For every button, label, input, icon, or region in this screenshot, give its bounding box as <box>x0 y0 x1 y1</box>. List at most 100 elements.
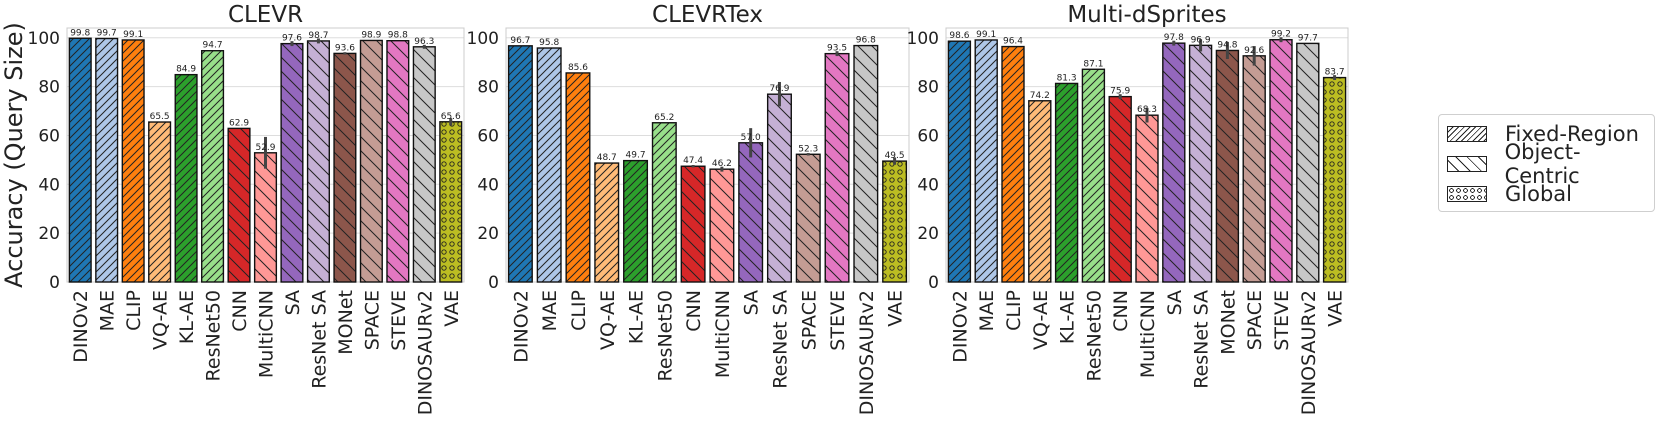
x-tick-label: SA <box>741 290 763 315</box>
bar-hatch-dinov2 <box>68 37 92 283</box>
data-label: 95.8 <box>539 38 559 48</box>
data-label: 99.2 <box>1271 30 1291 40</box>
x-tick-label: STEVE <box>1271 290 1293 351</box>
x-tick-label: ResNet50 <box>1083 290 1105 381</box>
data-label: 65.5 <box>150 112 170 122</box>
x-tick-label: ResNet SA <box>769 290 791 389</box>
legend-label: Global <box>1505 182 1572 206</box>
data-label: 52.3 <box>798 144 818 154</box>
data-label: 85.6 <box>568 63 588 73</box>
data-label: 97.7 <box>1298 33 1318 43</box>
data-label: 57.0 <box>741 133 761 143</box>
y-tick-label: 100 <box>467 29 499 49</box>
chart-panel-multi-dsprites: 0 20 40 60 80 100 Multi-dSprites 98.6 DINOv2 99.1… <box>907 2 1349 415</box>
data-label: 47.4 <box>683 156 703 166</box>
bar-hatch-space <box>1242 55 1266 283</box>
bar-hatch-sa <box>280 42 304 283</box>
x-tick-label: KL-AE <box>1057 290 1079 344</box>
bar-hatch-steve <box>386 40 410 283</box>
bar-hatch-vae <box>439 121 463 283</box>
data-label: 99.1 <box>123 30 143 40</box>
legend-item-global: Global <box>1447 181 1572 207</box>
x-tick-label: ResNet50 <box>203 290 225 381</box>
bar-hatch-mae <box>95 37 119 283</box>
data-label: 94.8 <box>1217 40 1237 50</box>
legend-label: Object-Centric <box>1504 140 1581 188</box>
data-label: 46.2 <box>712 159 732 169</box>
x-tick-label: DINOv2 <box>510 290 532 363</box>
global-swatch <box>1447 186 1487 202</box>
bar-hatch-resnet50 <box>651 122 677 283</box>
bar-hatch-vq-ae <box>148 121 172 283</box>
chart-title: CLEVR <box>228 2 303 28</box>
fixed-region-swatch <box>1447 126 1487 142</box>
x-tick-label: VQ-AE <box>150 290 172 350</box>
legend-item-fixed-region: Fixed-Region <box>1447 121 1639 147</box>
data-label: 96.7 <box>510 36 530 46</box>
x-tick-label: MONet <box>335 290 357 355</box>
data-label: 96.9 <box>1191 35 1211 45</box>
x-tick-label: MONet <box>1217 290 1239 355</box>
x-tick-label: CNN <box>683 290 705 332</box>
x-tick-label: MAE <box>976 290 998 331</box>
data-label: 96.3 <box>414 37 434 47</box>
x-tick-label: CLIP <box>123 290 145 331</box>
data-label: 96.8 <box>856 36 876 46</box>
bar-hatch-steve <box>1269 39 1293 283</box>
x-tick-label: SA <box>1164 290 1186 315</box>
x-tick-label: CNN <box>229 290 251 332</box>
data-label: 99.7 <box>97 29 117 39</box>
bar-hatch-multicnn <box>1135 114 1159 283</box>
x-tick-label: CLIP <box>568 290 590 331</box>
y-axis-label: Accuracy (Query Size) <box>0 22 28 288</box>
bar-hatch-space <box>359 39 383 283</box>
bar-hatch-vq-ae <box>1028 100 1052 283</box>
bar-hatch-dinov2 <box>947 40 972 283</box>
data-label: 98.6 <box>949 31 969 41</box>
bar-hatch-kl-ae <box>174 73 198 283</box>
x-tick-label: KL-AE <box>176 290 198 344</box>
data-label: 93.6 <box>335 43 355 53</box>
bar-hatch-kl-ae <box>1054 82 1079 283</box>
bar-hatch-dinosaurv2 <box>412 46 436 283</box>
data-label: 76.9 <box>769 84 789 94</box>
bar-hatch-vae <box>882 160 908 283</box>
x-tick-label: DINOSAURv2 <box>856 290 878 415</box>
x-tick-label: STEVE <box>388 290 410 351</box>
x-tick-label: DINOv2 <box>70 290 92 363</box>
bar-hatch-clip <box>121 39 145 283</box>
bar-hatch-resnet50 <box>201 50 225 283</box>
x-tick-label: MultiCNN <box>256 290 278 378</box>
data-label: 65.6 <box>441 112 461 122</box>
x-tick-label: MultiCNN <box>1137 290 1159 378</box>
bar-hatch-cnn <box>1108 95 1132 283</box>
bar-hatch-mae <box>974 39 998 283</box>
x-tick-label: VQ-AE <box>597 290 619 350</box>
x-tick-label: VAE <box>441 290 463 327</box>
x-tick-label: VAE <box>1325 290 1347 327</box>
bar-hatch-cnn <box>227 127 251 283</box>
bar-hatch-vq-ae <box>594 162 620 283</box>
data-label: 48.7 <box>597 153 617 163</box>
x-tick-label: MAE <box>539 290 561 331</box>
bar-hatch-steve <box>824 52 850 283</box>
data-label: 65.2 <box>654 113 674 123</box>
data-label: 83.7 <box>1325 68 1345 78</box>
bar-hatch-multicnn <box>709 168 735 283</box>
x-tick-label: KL-AE <box>626 290 648 344</box>
data-label: 75.9 <box>1110 87 1130 97</box>
bar-hatch-resnet50 <box>1081 68 1106 283</box>
x-tick-label: VQ-AE <box>1030 290 1052 350</box>
object-centric-swatch <box>1447 156 1487 172</box>
x-tick-label: ResNet50 <box>654 290 676 381</box>
y-tick-label: 60 <box>917 126 939 146</box>
data-label: 49.7 <box>626 151 646 161</box>
y-tick-label: 60 <box>477 126 499 146</box>
data-label: 74.2 <box>1030 91 1050 101</box>
x-tick-label: ResNet SA <box>308 290 330 389</box>
bar-hatch-dinosaurv2 <box>853 44 879 283</box>
x-tick-label: MAE <box>97 290 119 331</box>
data-label: 62.9 <box>229 118 249 128</box>
y-tick-label: 20 <box>477 224 499 244</box>
